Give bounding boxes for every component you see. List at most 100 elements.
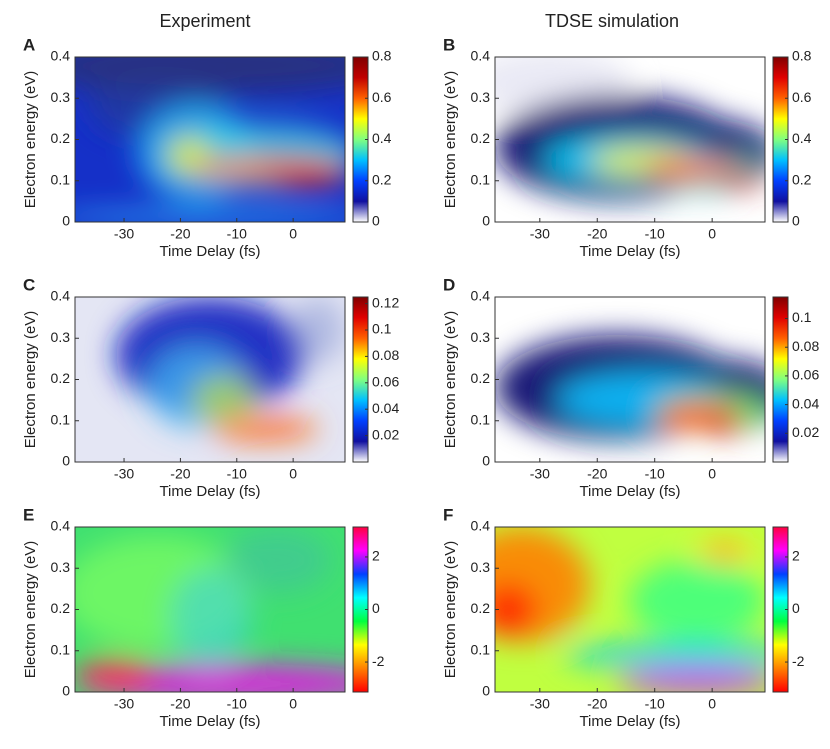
y-tick-label: 0.2 (51, 600, 71, 616)
heatmap-shading (191, 374, 256, 425)
colorbar-tick-label: 0.04 (372, 400, 399, 416)
heatmap-shading (616, 667, 765, 692)
colorbar-tick-label: 0.6 (792, 89, 812, 105)
y-tick-label: 0.3 (51, 89, 71, 105)
colorbar (352, 296, 369, 463)
heatmap-shading (630, 560, 765, 643)
heatmap-shading (75, 527, 345, 692)
heatmap-shading (291, 297, 345, 363)
x-axis-label: Time Delay (fs) (579, 713, 680, 730)
colorbar-tick-label: 0.1 (372, 321, 392, 337)
colorbar-tick-label: 0.1 (792, 309, 812, 325)
heatmap-shading (75, 57, 345, 222)
x-tick-label: -10 (227, 226, 247, 242)
x-tick-label: -30 (114, 226, 134, 242)
x-tick-label: -20 (587, 466, 607, 482)
y-axis-label: Electron energy (eV) (442, 311, 459, 449)
x-tick-label: -30 (530, 466, 550, 482)
x-axis-label: Time Delay (fs) (159, 713, 260, 730)
panel-letter: C (23, 275, 35, 294)
heatmap-shading (115, 297, 345, 443)
panel-letter: D (443, 275, 455, 294)
y-tick-label: 0.3 (471, 89, 491, 105)
heatmap-shading (75, 210, 345, 222)
heatmap-shading (495, 334, 765, 441)
heatmap-shading (169, 568, 251, 668)
colorbar (772, 296, 789, 463)
x-tick-label: 0 (708, 696, 716, 712)
heatmap (75, 57, 345, 222)
x-tick-label: -20 (170, 226, 190, 242)
colorbar-tick-label: 0.02 (372, 426, 399, 442)
x-axis-label: Time Delay (fs) (579, 243, 680, 260)
colorbar-tick-label: 0 (372, 600, 380, 616)
y-tick-label: 0 (62, 683, 70, 699)
x-tick-label: -20 (170, 466, 190, 482)
heatmap-shading (495, 527, 765, 692)
colorbar-tick-label: 0.02 (792, 424, 819, 440)
x-tick-label: -30 (114, 466, 134, 482)
colorbar-tick-label: -2 (372, 653, 385, 669)
colorbar-tick-label: 0.06 (792, 367, 819, 383)
panel-letter: A (23, 35, 35, 54)
colorbar-tick-label: 0.8 (372, 48, 392, 64)
heatmap-shading (721, 170, 765, 188)
colorbar-tick-label: 0.8 (792, 48, 812, 64)
y-tick-label: 0.1 (51, 641, 71, 657)
y-tick-label: 0 (62, 453, 70, 469)
y-tick-label: 0 (482, 683, 490, 699)
panel-letter: B (443, 35, 455, 54)
x-tick-label: 0 (289, 466, 297, 482)
column-title: TDSE simulation (545, 11, 679, 31)
x-tick-label: -30 (530, 226, 550, 242)
x-axis-label: Time Delay (fs) (159, 243, 260, 260)
x-axis-label: Time Delay (fs) (159, 483, 260, 500)
x-tick-label: -10 (645, 696, 665, 712)
x-tick-label: -30 (114, 696, 134, 712)
heatmap (75, 527, 345, 692)
y-tick-label: 0.3 (471, 329, 491, 345)
colorbar-tick-label: 0.04 (792, 395, 819, 411)
x-tick-label: 0 (289, 226, 297, 242)
y-tick-label: 0.4 (51, 288, 71, 304)
colorbar-tick-label: 0.08 (372, 347, 399, 363)
heatmap-shading (223, 527, 332, 593)
colorbar-tick-label: 0.4 (372, 130, 392, 146)
colorbar-tick-label: 0.12 (372, 294, 399, 310)
y-axis-label: Electron energy (eV) (22, 311, 39, 449)
y-tick-label: 0 (482, 213, 490, 229)
y-tick-label: 0.2 (51, 130, 71, 146)
y-tick-label: 0.3 (51, 559, 71, 575)
colorbar-tick-label: 0.08 (792, 338, 819, 354)
heatmap-shading (643, 159, 736, 180)
y-tick-label: 0.1 (51, 171, 71, 187)
x-tick-label: -30 (530, 696, 550, 712)
y-tick-label: 0 (482, 453, 490, 469)
colorbar-tick-label: 0 (372, 213, 380, 229)
heatmap (495, 297, 765, 462)
colorbar-tick-label: 0 (792, 213, 800, 229)
heatmap-shading (495, 57, 765, 201)
y-tick-label: 0.4 (471, 288, 491, 304)
heatmap-shading (75, 659, 156, 692)
y-tick-label: 0.3 (471, 559, 491, 575)
x-tick-label: -10 (645, 226, 665, 242)
y-tick-label: 0.1 (51, 411, 71, 427)
heatmap-shading (264, 165, 345, 186)
colorbar-tick-label: 0.4 (792, 130, 812, 146)
y-tick-label: 0.2 (471, 600, 491, 616)
heatmap (495, 57, 765, 222)
x-tick-label: 0 (289, 696, 297, 712)
y-axis-label: Electron energy (eV) (442, 71, 459, 209)
x-tick-label: -20 (170, 696, 190, 712)
x-tick-label: -10 (227, 696, 247, 712)
colorbar-tick-label: -2 (792, 653, 805, 669)
y-tick-label: 0.4 (471, 518, 491, 534)
x-tick-label: -20 (587, 696, 607, 712)
colorbar-tick-label: 2 (792, 548, 800, 564)
colorbar-tick-label: 0.2 (372, 171, 392, 187)
panel-letter: E (23, 505, 34, 524)
y-tick-label: 0.2 (51, 370, 71, 386)
heatmap (495, 527, 765, 692)
